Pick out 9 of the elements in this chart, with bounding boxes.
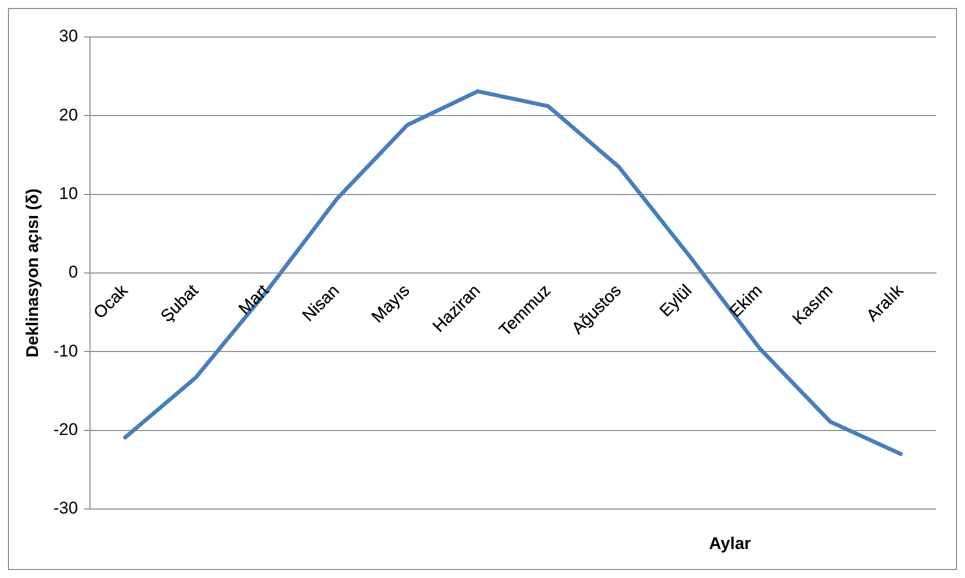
y-tick-label: 10 (59, 184, 78, 204)
y-tick-label: 20 (59, 105, 78, 124)
x-axis-title: Aylar (709, 534, 751, 554)
y-tick-label: 30 (59, 26, 78, 46)
y-tick-label: -30 (53, 498, 78, 518)
y-tick-label: -10 (53, 341, 78, 360)
y-tick-label: 0 (68, 262, 78, 282)
y-axis-title: Deklinasyon açısı (δ) (22, 188, 42, 358)
y-tick-label: -20 (53, 420, 78, 440)
